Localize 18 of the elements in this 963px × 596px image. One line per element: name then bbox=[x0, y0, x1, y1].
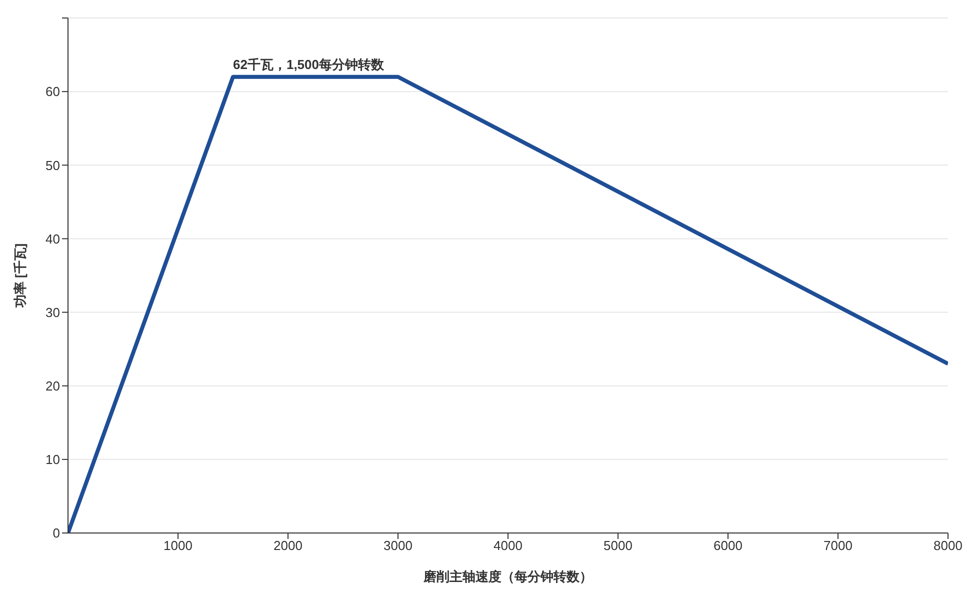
x-tick-label: 8000 bbox=[934, 538, 962, 554]
y-tick-label: 60 bbox=[46, 84, 60, 100]
y-tick-label: 40 bbox=[46, 231, 60, 246]
y-tick-label: 50 bbox=[46, 158, 60, 173]
x-tick-label: 7000 bbox=[824, 538, 852, 554]
x-tick-label: 3000 bbox=[384, 538, 412, 554]
x-tick-label: 4000 bbox=[494, 538, 522, 554]
x-tick-label: 2000 bbox=[274, 538, 302, 554]
y-tick-label: 10 bbox=[46, 452, 60, 468]
annotation: 62千瓦，1,500每分钟转数 bbox=[233, 56, 385, 72]
y-tick-label: 20 bbox=[46, 378, 60, 394]
y-tick-label: 30 bbox=[46, 304, 60, 320]
x-tick-label: 6000 bbox=[714, 538, 742, 554]
x-tick-label: 1000 bbox=[164, 538, 192, 554]
x-tick-label: 5000 bbox=[604, 538, 632, 554]
y-axis-title: 功率 [千瓦] bbox=[12, 243, 28, 309]
x-axis-title: 磨削主轴速度（每分钟转数） bbox=[422, 569, 592, 584]
y-tick-label: 0 bbox=[52, 526, 60, 541]
